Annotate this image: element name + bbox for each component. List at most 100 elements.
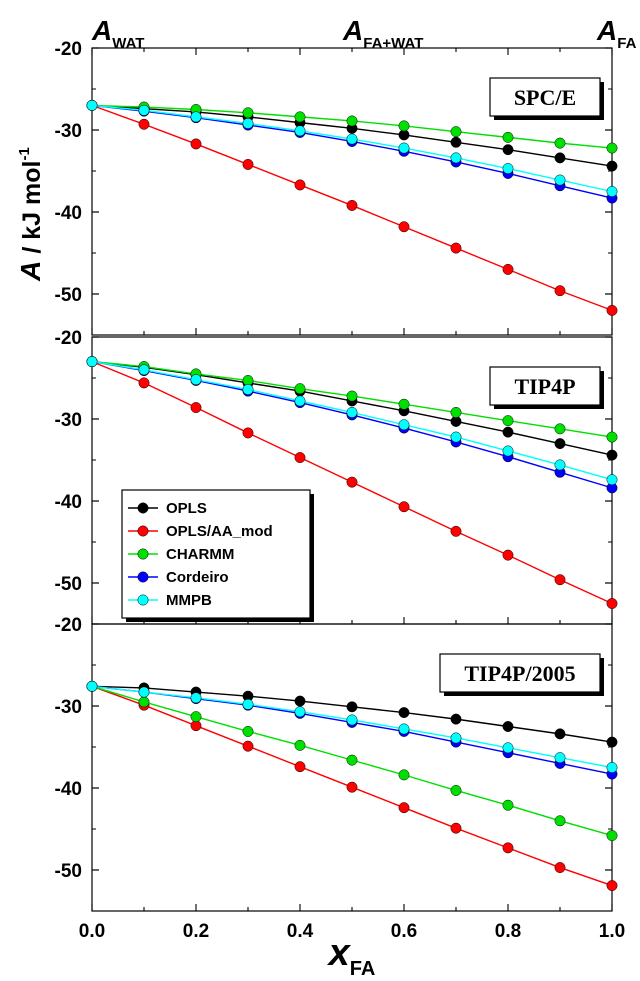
panel-tip4p-2005: -20 -30 -40 -50 TIP4P/2005 [55,615,618,912]
y-axis-label: A / kJ mol-1 [15,147,46,282]
data-point [606,762,618,773]
data-point [138,686,150,698]
data-point [242,740,254,752]
data-point [294,761,306,773]
label-box [489,77,601,117]
top-labels: AWAT AFA+WAT AFA [91,15,637,52]
data-point [294,383,306,395]
y-tick-label: -20 [55,39,82,60]
data-point [502,721,514,732]
data-point [606,449,618,461]
data-point [138,377,150,389]
data-point [190,402,202,413]
label-box [439,653,601,693]
data-point [346,199,358,211]
data-point [398,221,410,233]
data-point [554,137,566,149]
legend-marker [137,548,149,560]
data-point [502,144,514,156]
legend-item-opls: OPLS [128,500,207,517]
x-tick-label: 0.2 [183,921,209,942]
y-tick-label: -40 [55,779,82,800]
data-point [554,285,566,297]
data-point [242,107,254,119]
data-point [86,356,98,368]
top-label-fa: AFA [596,15,637,52]
data-point [502,426,514,438]
data-point [502,742,514,754]
y-tick-label: -50 [55,861,82,882]
top-label-fa-wat-sub: FA+WAT [363,35,423,52]
panel-tip4p: -20 -30 -40 -50 TIP4P [55,328,618,625]
data-point [450,431,462,443]
data-point [346,390,358,402]
data-point [294,125,306,137]
y-axis-label-main: A [15,261,46,282]
data-point [138,696,150,708]
x-tick-label: 0.6 [391,921,417,942]
data-point [190,374,202,386]
panel-label: TIP4P/2005 [464,661,575,686]
data-point [242,427,254,439]
data-point [450,713,462,725]
panel-label: TIP4P [514,374,575,399]
data-point [294,395,306,407]
data-point [554,862,566,873]
data-point [294,111,306,123]
series-opls [86,680,618,748]
data-point [398,398,410,410]
data-point [606,474,618,486]
data-point [502,549,514,561]
y-tick-label: -20 [55,328,82,349]
data-point [138,104,150,116]
data-point [554,574,566,586]
data-point [606,736,618,748]
data-point [606,830,618,842]
y-tick-label: -20 [55,615,82,636]
y-tick-label: -30 [55,410,82,431]
series-opls-aa-mod [86,680,618,892]
x-tick-label: 1.0 [599,921,625,942]
panel-spc-e: -20 -30 -40 -50 SPC/E [55,39,618,336]
y-tick-label: -50 [55,285,82,306]
legend-label: Cordeiro [166,569,229,586]
data-point [450,822,462,834]
legend-label: OPLS [166,500,207,517]
data-point [450,785,462,796]
data-point [346,714,358,726]
legend-item-opls-aa-mod: OPLS/AA_mod [128,523,273,540]
data-point [606,598,618,609]
data-point [502,163,514,174]
data-point [138,364,150,376]
data-point [450,152,462,164]
legend-marker [137,571,149,583]
data-point [502,131,514,143]
data-point [450,136,462,148]
y-axis-label-sup: -1 [16,147,33,160]
data-point [86,680,98,692]
data-point [398,120,410,132]
data-point [502,415,514,427]
legend-marker [137,594,149,606]
top-label-wat: AWAT [91,15,144,52]
data-point [554,459,566,471]
data-point [190,111,202,123]
legend-item-cordeiro: Cordeiro [128,569,229,586]
data-point [450,406,462,418]
y-axis-label-rest: / kJ mol [18,161,46,261]
data-point [398,723,410,735]
x-axis-label-main: x [327,932,352,974]
top-label-fa-sub: FA [617,35,636,52]
data-point [190,692,202,704]
data-point [346,133,358,145]
y-tick-label: -40 [55,492,82,513]
data-point [294,739,306,751]
data-point [398,142,410,154]
label-box [489,366,601,406]
data-point [294,706,306,718]
top-label-fa-wat-main: A [342,15,363,46]
x-axis-label: xFA [327,932,376,980]
top-label-fa-wat: AFA+WAT [342,15,423,52]
data-point [346,406,358,418]
